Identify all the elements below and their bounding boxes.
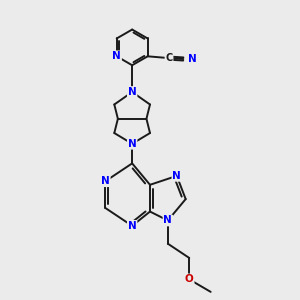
Text: N: N: [172, 171, 181, 181]
Text: N: N: [164, 215, 172, 226]
Text: O: O: [185, 274, 194, 284]
Text: N: N: [101, 176, 110, 186]
Text: C: C: [165, 53, 172, 63]
Text: N: N: [188, 54, 197, 64]
Text: N: N: [128, 87, 136, 97]
Text: N: N: [128, 139, 136, 149]
Text: N: N: [112, 51, 121, 61]
Text: N: N: [128, 221, 136, 231]
